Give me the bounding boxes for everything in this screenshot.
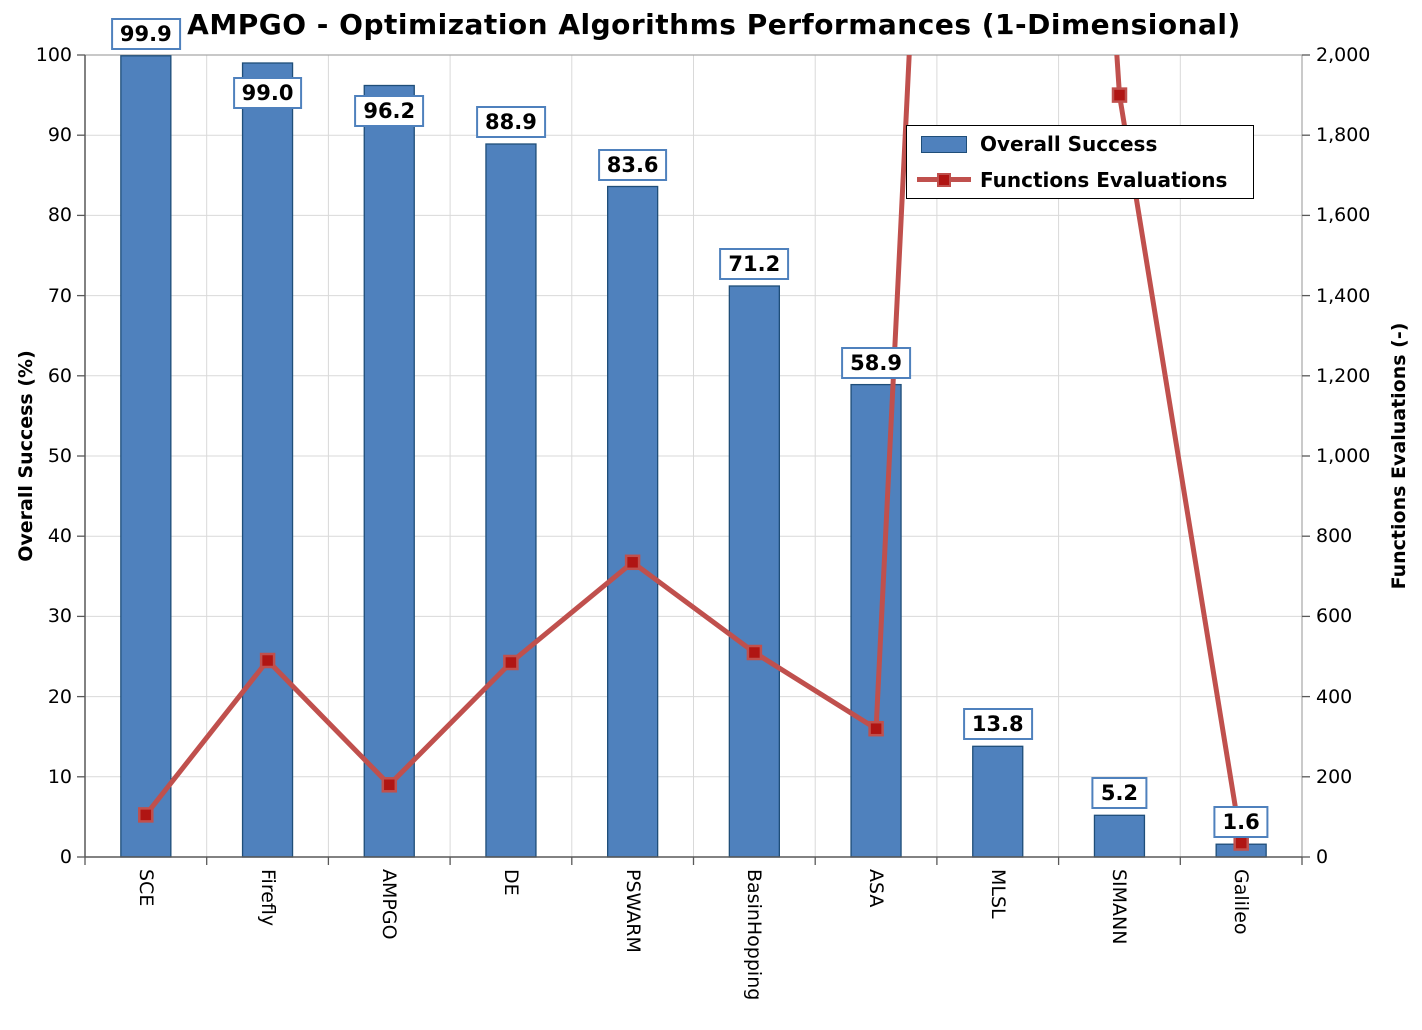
bar-PSWARM: [607, 185, 659, 858]
legend-item-functions-evaluations: Functions Evaluations: [917, 163, 1253, 197]
marker-ASA: [868, 720, 884, 737]
right-axis-tick-label: 600: [1316, 605, 1353, 628]
marker-PSWARM: [624, 554, 641, 571]
right-axis-tick-label: 200: [1316, 765, 1353, 788]
bar-value-label-SIMANN: 5.2: [1091, 777, 1148, 809]
functions-evaluations-line: [143, 55, 1244, 844]
bar-value-label-BasinHopping: 71.2: [719, 248, 790, 280]
left-axis-tick-label: 70: [47, 284, 72, 307]
right-axis-tick-label: 1,000: [1316, 445, 1371, 467]
left-axis-tick-label: 90: [47, 124, 72, 147]
legend: Overall Success Functions Evaluations: [906, 125, 1254, 199]
left-axis-tick-label: 80: [47, 204, 72, 227]
bar-MLSL: [972, 745, 1024, 858]
legend-square-marker-icon: [937, 172, 951, 187]
bar-SCE: [120, 55, 172, 858]
bar-value-label-AMPGO: 96.2: [354, 95, 425, 127]
bar-value-label-ASA: 58.9: [841, 347, 911, 379]
legend-line-swatch-icon: [917, 172, 971, 187]
bar-value-label-DE: 88.9: [476, 106, 546, 138]
left-axis-tick-label: 30: [47, 605, 72, 628]
bar-value-label-MLSL: 13.8: [962, 708, 1033, 740]
bar-ASA: [850, 383, 902, 858]
marker-SCE: [138, 807, 154, 823]
marker-SIMANN: [1111, 87, 1128, 103]
legend-bar-swatch-icon: [921, 135, 967, 153]
right-axis-tick-label: 1,600: [1316, 204, 1371, 227]
left-axis-tick-label: 60: [47, 364, 72, 387]
legend-item-overall-success: Overall Success: [917, 127, 1253, 161]
marker-BasinHopping: [746, 644, 763, 661]
left-axis-tick-label: 50: [47, 445, 72, 467]
marker-AMPGO: [381, 777, 398, 793]
bar-DE: [485, 143, 537, 858]
left-axis-tick-label: 10: [47, 765, 72, 788]
legend-label-functions-evaluations: Functions Evaluations: [980, 167, 1228, 192]
right-axis-tick-label: 2,000: [1316, 44, 1371, 66]
left-axis-tick-label: 100: [35, 44, 72, 66]
left-axis-tick-label: 40: [47, 525, 72, 548]
bar-AMPGO: [363, 84, 415, 858]
bar-SIMANN: [1093, 814, 1146, 858]
chart-title: AMPGO - Optimization Algorithms Performa…: [187, 8, 1241, 41]
right-axis-tick-label: 1,200: [1316, 364, 1371, 387]
bar-value-label-PSWARM: 83.6: [597, 149, 668, 181]
right-axis-tick-label: 0: [1316, 846, 1329, 868]
legend-swatch-wrap: [917, 172, 971, 187]
legend-swatch-wrap: [917, 135, 971, 153]
bar-Firefly: [241, 62, 294, 858]
left-axis-tick-label: 0: [59, 846, 72, 868]
right-axis-tick-label: 800: [1316, 525, 1353, 548]
left-axis-tick-label: 20: [47, 685, 72, 708]
bar-value-label-Firefly: 99.0: [232, 77, 303, 109]
marker-Firefly: [259, 652, 276, 669]
bar-value-label-SCE: 99.9: [110, 18, 181, 50]
marker-DE: [503, 654, 519, 671]
right-axis-tick-label: 1,800: [1316, 124, 1371, 147]
right-axis-tick-label: 400: [1316, 685, 1353, 708]
bar-value-label-Galileo: 1.6: [1213, 806, 1269, 838]
legend-label-overall-success: Overall Success: [980, 132, 1158, 157]
right-axis-tick-label: 1,400: [1316, 284, 1371, 307]
